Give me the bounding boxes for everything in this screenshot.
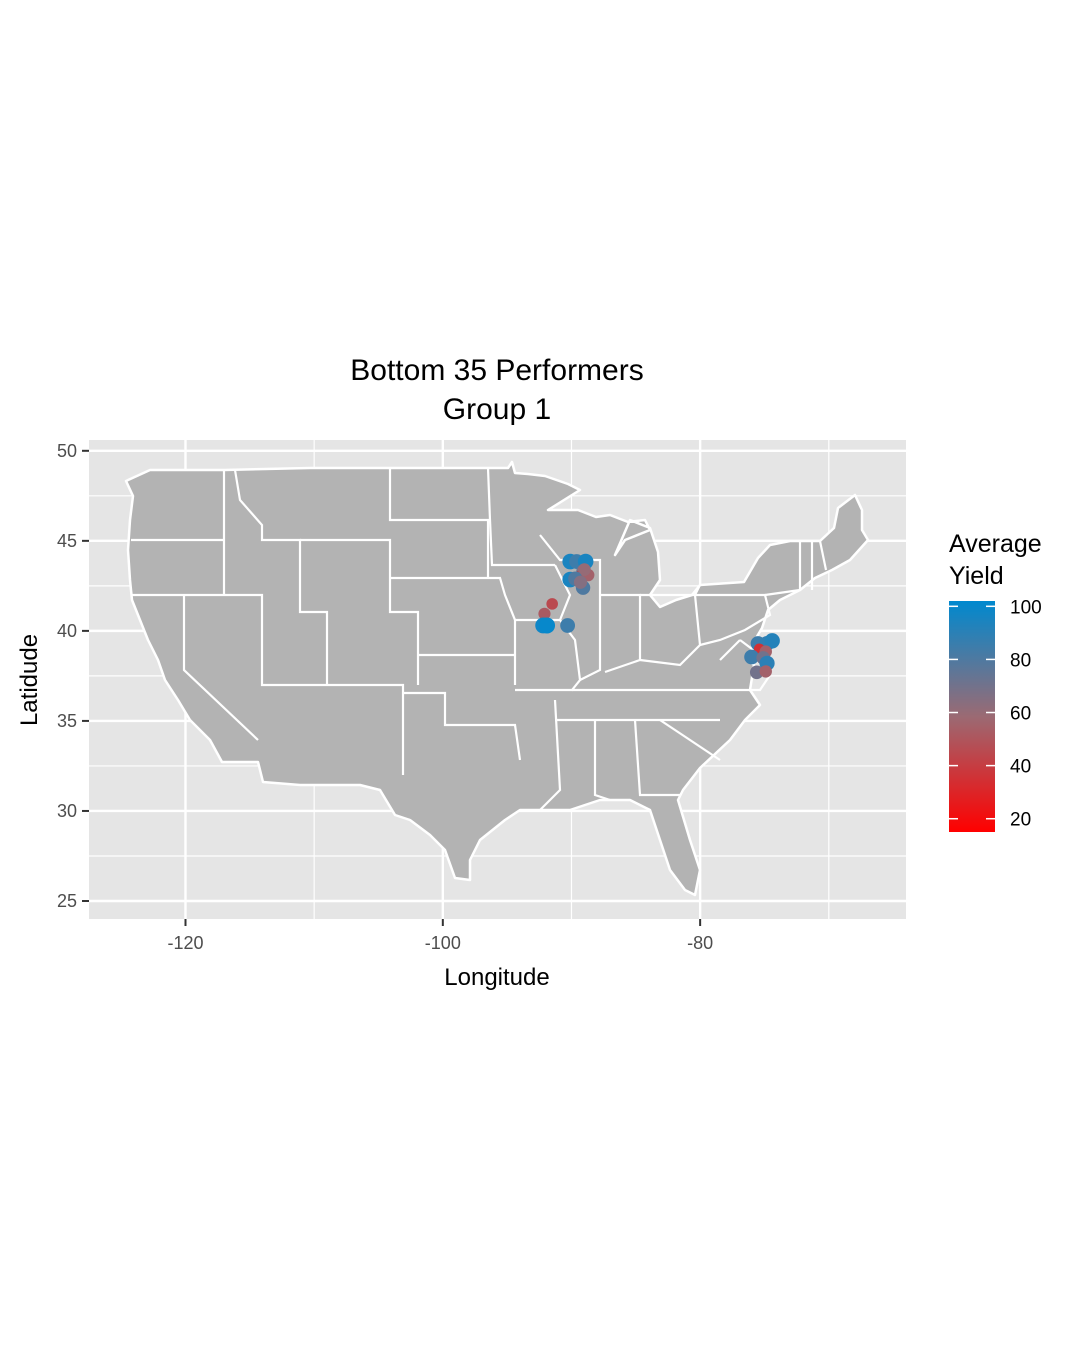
legend-tick-label: 60 <box>1010 704 1031 725</box>
legend: Average Yield 20 40 60 80 100 <box>949 530 1042 832</box>
legend-tick-label: 80 <box>1010 650 1031 671</box>
data-point <box>764 633 780 649</box>
legend-title-line2: Yield <box>949 562 1004 590</box>
data-point <box>744 649 760 665</box>
x-tick-label: -100 <box>425 933 461 953</box>
data-point <box>759 665 772 678</box>
legend-colorbar <box>949 601 995 832</box>
data-point <box>546 598 558 610</box>
data-point <box>560 618 576 633</box>
legend-tick-label: 40 <box>1010 757 1031 778</box>
data-point <box>573 575 588 589</box>
chart-title: Bottom 35 Performers <box>350 354 643 387</box>
y-tick-label: 30 <box>57 801 77 821</box>
legend-ticks: 20 40 60 80 100 <box>949 597 1042 831</box>
legend-tick-label: 100 <box>1010 597 1042 618</box>
y-tick-label: 40 <box>57 621 77 641</box>
data-points <box>535 553 780 680</box>
legend-title-line1: Average <box>949 530 1042 558</box>
chart-subtitle: Group 1 <box>443 393 551 426</box>
y-axis: 25 30 35 40 45 50 <box>57 441 89 911</box>
y-tick-label: 35 <box>57 711 77 731</box>
data-point <box>539 617 556 634</box>
x-axis: -120 -100 -80 <box>167 919 713 953</box>
legend-tick-label: 20 <box>1010 810 1031 831</box>
data-point <box>577 563 591 577</box>
state-borders <box>131 467 828 811</box>
data-point <box>538 607 551 620</box>
y-axis-title: Latidude <box>16 634 43 726</box>
x-tick-label: -80 <box>687 933 713 953</box>
x-tick-label: -120 <box>167 933 203 953</box>
y-tick-label: 50 <box>57 441 77 461</box>
y-tick-label: 25 <box>57 891 77 911</box>
y-tick-label: 45 <box>57 531 77 551</box>
x-axis-title: Longitude <box>444 964 549 991</box>
